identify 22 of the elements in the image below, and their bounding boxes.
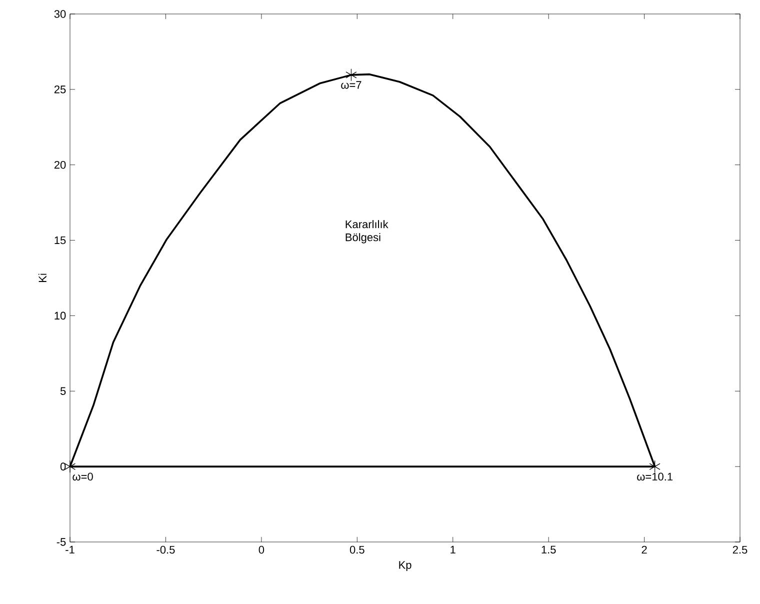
y-axis-title: Ki	[38, 274, 46, 282]
x-tick-label: -1	[66, 546, 74, 554]
x-tick-label: 0.5	[350, 546, 364, 554]
annotation: ω=7	[341, 81, 362, 89]
y-tick-label: 30	[54, 10, 66, 18]
y-tick-label: 20	[54, 160, 66, 169]
annotation: Kararlılık Bölgesi	[346, 220, 388, 244]
y-tick-label: 5	[60, 387, 66, 395]
x-tick-label: 2.5	[732, 546, 748, 554]
y-tick-label: 0	[60, 462, 66, 470]
y-tick-label: -5	[56, 538, 66, 546]
x-tick-label: 1	[450, 546, 456, 554]
x-axis-title: Kp	[399, 561, 412, 572]
x-tick-label: -0.5	[156, 546, 175, 554]
y-tick-label: 25	[54, 86, 66, 94]
annotation: ω=0	[72, 472, 93, 481]
x-tick-label: 0	[258, 546, 264, 554]
y-tick-label: 10	[54, 312, 66, 320]
y-tick-label: 15	[54, 236, 66, 244]
annotation: ω=10.1	[637, 472, 672, 481]
x-tick-label: 2	[642, 546, 647, 554]
x-tick-label: 1.5	[542, 546, 556, 554]
